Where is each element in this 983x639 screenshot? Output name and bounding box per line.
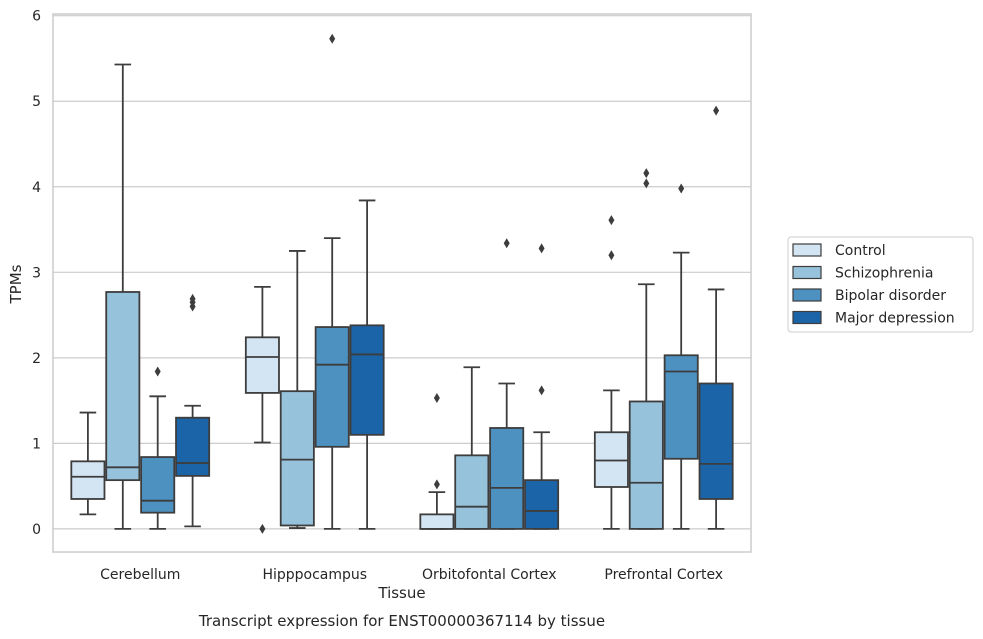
x-tick-label: Cerebellum xyxy=(100,567,180,583)
outlier-point xyxy=(643,178,650,189)
box-body xyxy=(140,456,176,514)
box-body xyxy=(314,326,350,448)
box xyxy=(314,33,350,530)
box-body xyxy=(663,354,699,460)
outlier-point xyxy=(329,33,336,44)
box-body xyxy=(349,324,385,436)
legend-swatch xyxy=(792,265,822,280)
box-body xyxy=(454,454,490,530)
box xyxy=(663,183,699,530)
legend-entry-label: Control xyxy=(835,243,886,259)
y-tick-label: 1 xyxy=(32,436,41,452)
legend-entry-label: Major depression xyxy=(835,311,955,327)
legend: Control Schizophrenia Bipolar disorder Majo… xyxy=(787,236,974,333)
outlier-point xyxy=(608,250,615,261)
outlier-point xyxy=(538,243,545,254)
y-tick-label: 5 xyxy=(32,94,41,110)
outlier-point xyxy=(643,168,650,179)
box-body xyxy=(698,382,734,500)
outlier-point xyxy=(189,293,196,304)
box xyxy=(244,285,280,534)
gridlines xyxy=(53,15,751,530)
axis-ticks: 0 1 2 3 4 5 6 Cerebellum Hipppocampus Orbitofonta… xyxy=(32,9,723,583)
box-body xyxy=(628,400,664,530)
outlier-point xyxy=(608,215,615,226)
y-axis-label: TPMs xyxy=(7,264,25,304)
legend-entry-label: Schizophrenia xyxy=(835,266,933,282)
box xyxy=(349,199,385,530)
x-axis-label: Tissue xyxy=(377,584,425,602)
y-tick-label: 2 xyxy=(32,351,41,367)
box-body xyxy=(105,291,141,482)
legend-swatch xyxy=(792,243,822,257)
box xyxy=(140,366,176,530)
box-body xyxy=(279,390,315,527)
outlier-point xyxy=(154,366,161,377)
box-body xyxy=(175,416,211,477)
legend-frame xyxy=(787,236,974,333)
outlier-point xyxy=(713,105,720,116)
box-series xyxy=(70,33,734,534)
chart-caption: Transcript expression for ENST0000036711… xyxy=(198,612,605,630)
legend-swatch xyxy=(792,310,822,325)
x-tick-label: Orbitofontal Cortex xyxy=(422,567,557,583)
y-tick-label: 6 xyxy=(32,9,41,25)
outlier-point xyxy=(538,385,545,396)
x-tick-label: Hipppocampus xyxy=(262,567,367,583)
box xyxy=(175,293,211,528)
box xyxy=(419,393,455,530)
box xyxy=(70,411,106,516)
y-tick-label: 0 xyxy=(32,522,41,538)
legend-entry-label: Bipolar disorder xyxy=(835,288,946,304)
box-body xyxy=(70,460,106,500)
outlier-point xyxy=(433,393,440,404)
x-tick-label: Prefrontal Cortex xyxy=(604,567,723,583)
outlier-point xyxy=(678,183,685,194)
box-body xyxy=(489,427,525,530)
box xyxy=(524,243,560,530)
box-body xyxy=(419,513,455,530)
y-tick-label: 4 xyxy=(32,180,41,196)
box xyxy=(279,250,315,529)
box xyxy=(628,168,664,530)
box xyxy=(105,63,141,530)
y-tick-label: 3 xyxy=(32,265,41,281)
outlier-point xyxy=(259,523,266,534)
plot-frame xyxy=(52,13,752,553)
box-body xyxy=(524,479,560,530)
box xyxy=(593,215,629,530)
outlier-point xyxy=(433,479,440,490)
outlier-point xyxy=(503,238,510,249)
box xyxy=(454,366,490,530)
box xyxy=(698,105,734,530)
box-body xyxy=(244,336,280,394)
legend-swatch xyxy=(792,288,822,302)
box xyxy=(489,238,525,530)
